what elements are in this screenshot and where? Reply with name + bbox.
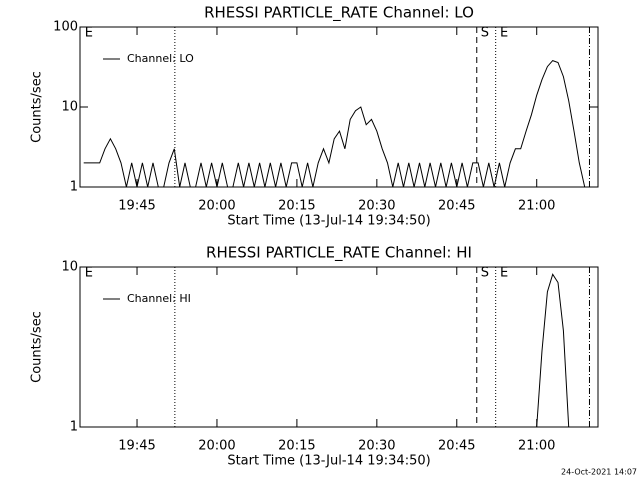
x-axis-label: Start Time (13-Jul-14 19:34:50)	[227, 454, 430, 469]
x-tick-label: 20:15	[278, 199, 315, 214]
annotation: E	[85, 26, 93, 41]
legend-label: Channel: HI	[127, 292, 191, 305]
timestamp: 24-Oct-2021 14:07	[561, 468, 637, 477]
series-line	[83, 60, 596, 188]
annotation: E	[85, 266, 93, 281]
y-axis-label: Counts/sec	[30, 71, 45, 143]
x-tick-label: 20:45	[438, 439, 475, 454]
series-line	[536, 273, 570, 428]
annotation: E	[500, 266, 508, 281]
legend-label: Channel: LO	[127, 52, 194, 65]
x-tick-label: 20:00	[198, 439, 235, 454]
y-tick-label: 100	[53, 20, 78, 35]
plot-frame	[79, 266, 599, 428]
y-tick-label: 1	[70, 420, 78, 435]
x-tick-label: 20:45	[438, 199, 475, 214]
x-tick-label: 20:00	[198, 199, 235, 214]
y-tick-label: 10	[61, 260, 78, 275]
x-tick-label: 20:30	[358, 439, 395, 454]
x-tick-label: 20:30	[358, 199, 395, 214]
chart-title: RHESSI PARTICLE_RATE Channel: LO	[204, 4, 474, 23]
y-tick-label: 10	[61, 100, 78, 115]
annotation: S	[481, 26, 489, 41]
y-tick-label: 1	[70, 180, 78, 195]
annotation: S	[481, 266, 489, 281]
x-tick-label: 20:15	[278, 439, 315, 454]
annotation: E	[500, 26, 508, 41]
x-axis-label: Start Time (13-Jul-14 19:34:50)	[227, 214, 430, 229]
y-axis-label: Counts/sec	[30, 311, 45, 383]
chart-title: RHESSI PARTICLE_RATE Channel: HI	[206, 244, 472, 263]
x-tick-label: 19:45	[118, 199, 155, 214]
x-tick-label: 21:00	[518, 199, 555, 214]
x-tick-label: 19:45	[118, 439, 155, 454]
x-tick-label: 21:00	[518, 439, 555, 454]
